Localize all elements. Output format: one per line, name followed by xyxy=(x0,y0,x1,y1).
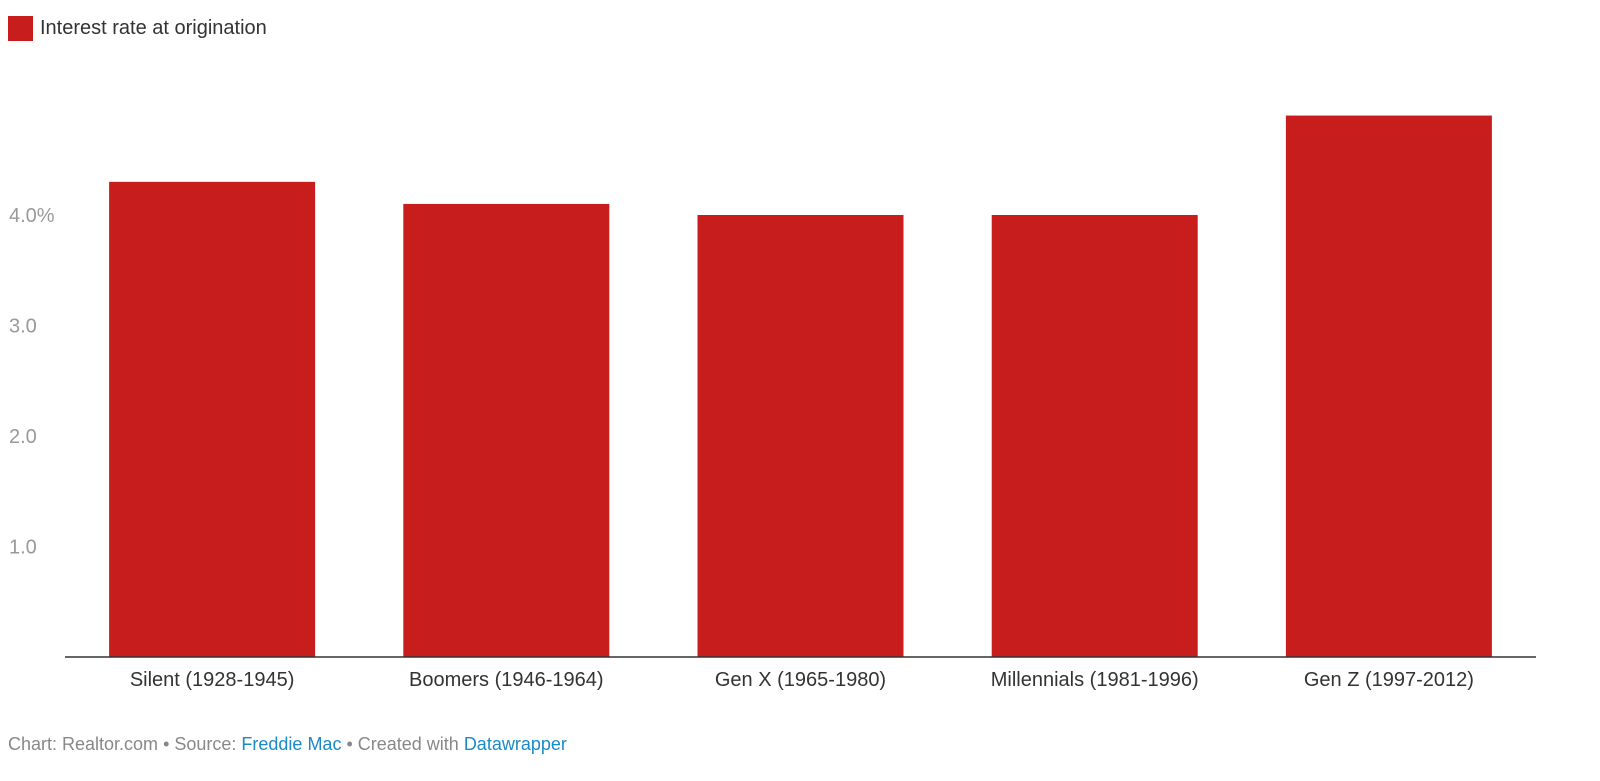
legend-swatch xyxy=(8,16,33,41)
bar-4 xyxy=(991,215,1198,657)
x-tick-label: Millennials (1981-1996) xyxy=(991,669,1199,691)
y-tick-label: 2.0 xyxy=(9,426,37,448)
legend-label: Interest rate at origination xyxy=(40,17,267,39)
bar-1 xyxy=(109,181,316,657)
source-prefix: • Source: xyxy=(158,734,242,754)
y-tick-label: 3.0 xyxy=(9,316,37,338)
x-tick-label: Boomers (1946-1964) xyxy=(409,669,604,691)
x-tick-label: Gen X (1965-1980) xyxy=(715,669,886,691)
chart-credit: Chart: Realtor.com xyxy=(8,734,159,754)
source-link[interactable]: Freddie Mac xyxy=(241,734,342,754)
x-tick-label: Gen Z (1997-2012) xyxy=(1304,669,1474,691)
bar-5 xyxy=(1285,115,1492,658)
datawrapper-link[interactable]: Datawrapper xyxy=(463,734,567,754)
x-tick-label: Silent (1928-1945) xyxy=(130,669,295,691)
created-with-prefix: • Created with xyxy=(341,734,464,754)
bar-2 xyxy=(403,203,610,657)
y-tick-label: 4.0% xyxy=(9,205,55,227)
bar-chart: 1.0 2.0 3.0 4.0% Silent (1928-1945) Boomers … xyxy=(9,115,1536,691)
bar-3 xyxy=(697,215,904,657)
legend: Interest rate at origination xyxy=(8,16,267,41)
footer: Chart: Realtor.com • Source: Freddie Mac… xyxy=(8,734,567,755)
y-tick-label: 1.0 xyxy=(9,537,37,559)
